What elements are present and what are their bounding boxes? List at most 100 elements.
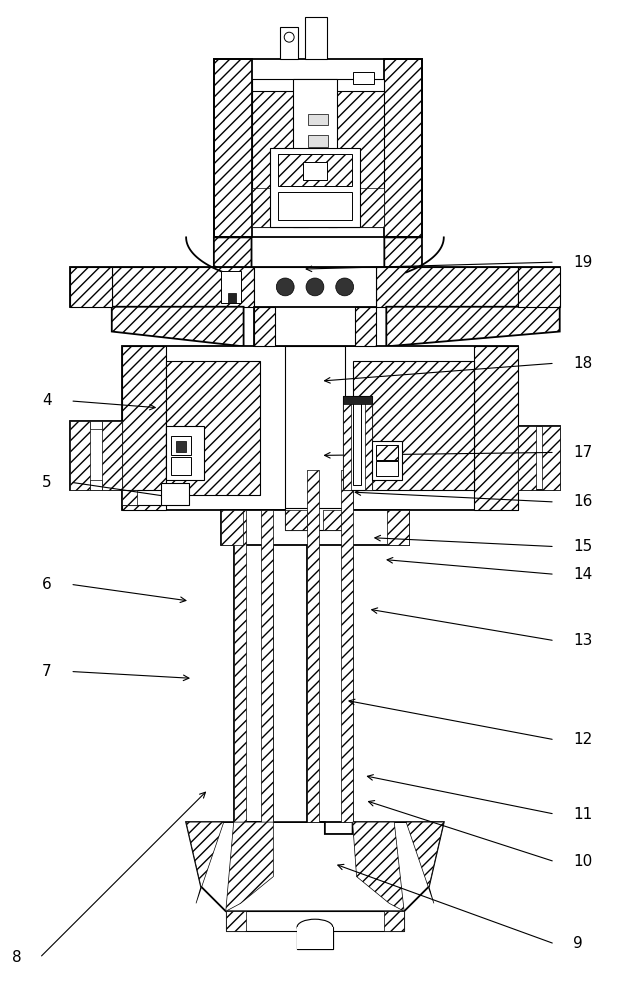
Text: 7: 7 <box>42 664 52 679</box>
Polygon shape <box>122 346 167 510</box>
Polygon shape <box>70 267 112 307</box>
Text: 6: 6 <box>42 577 52 592</box>
Polygon shape <box>122 490 137 505</box>
Polygon shape <box>353 822 404 911</box>
Bar <box>305 17 327 59</box>
Bar <box>228 293 236 303</box>
Polygon shape <box>323 510 345 530</box>
Text: 17: 17 <box>573 445 592 460</box>
Bar <box>122 490 167 505</box>
Bar <box>343 396 373 404</box>
Polygon shape <box>102 421 122 490</box>
Polygon shape <box>376 267 518 307</box>
Bar <box>297 927 333 949</box>
Polygon shape <box>214 59 251 237</box>
Text: 8: 8 <box>12 950 21 965</box>
Polygon shape <box>406 822 444 903</box>
Polygon shape <box>226 822 274 911</box>
Text: 11: 11 <box>573 807 592 822</box>
Text: 4: 4 <box>42 393 52 408</box>
Bar <box>285 508 345 530</box>
Polygon shape <box>387 510 409 545</box>
Circle shape <box>335 278 353 296</box>
Bar <box>226 911 404 931</box>
Polygon shape <box>112 267 254 307</box>
Bar <box>279 154 352 186</box>
Text: 5: 5 <box>42 475 52 490</box>
Polygon shape <box>518 426 536 490</box>
Bar <box>308 114 328 125</box>
Bar <box>308 179 328 191</box>
Polygon shape <box>254 307 275 346</box>
Bar <box>162 483 189 505</box>
Polygon shape <box>365 396 373 490</box>
Polygon shape <box>355 307 376 346</box>
Polygon shape <box>261 510 274 822</box>
Bar <box>293 79 337 227</box>
Text: 18: 18 <box>573 356 592 371</box>
Polygon shape <box>328 188 384 227</box>
Bar <box>251 79 384 91</box>
Polygon shape <box>384 59 422 237</box>
Polygon shape <box>366 237 422 284</box>
Polygon shape <box>167 361 261 495</box>
Polygon shape <box>221 510 243 545</box>
Polygon shape <box>70 307 244 346</box>
Bar <box>279 192 352 220</box>
Polygon shape <box>386 307 560 346</box>
Ellipse shape <box>297 919 333 935</box>
Text: 16: 16 <box>573 494 592 509</box>
Bar <box>376 445 398 460</box>
Bar <box>167 426 204 480</box>
Polygon shape <box>343 396 350 490</box>
Text: 14: 14 <box>573 567 592 582</box>
Polygon shape <box>340 470 353 822</box>
Bar <box>234 510 274 822</box>
Bar <box>308 135 328 147</box>
Text: 12: 12 <box>573 732 592 747</box>
Circle shape <box>306 278 324 296</box>
Bar <box>307 470 353 822</box>
Bar <box>297 927 333 949</box>
Text: 15: 15 <box>573 539 592 554</box>
Bar <box>176 441 186 452</box>
Bar <box>214 59 422 237</box>
Text: 13: 13 <box>573 633 592 648</box>
Bar <box>70 421 122 490</box>
Circle shape <box>276 278 294 296</box>
Bar <box>122 346 518 510</box>
Bar <box>353 396 360 485</box>
Polygon shape <box>234 510 246 822</box>
Polygon shape <box>70 421 90 490</box>
Bar <box>254 307 376 346</box>
Polygon shape <box>285 510 307 530</box>
Polygon shape <box>518 267 560 307</box>
Polygon shape <box>307 470 319 822</box>
Polygon shape <box>384 911 404 931</box>
Bar <box>518 426 560 490</box>
Polygon shape <box>474 346 518 510</box>
Bar <box>271 148 360 227</box>
Bar <box>70 267 560 307</box>
Bar <box>376 461 398 476</box>
Polygon shape <box>214 237 264 284</box>
Bar <box>171 457 191 475</box>
Bar <box>343 396 373 490</box>
Polygon shape <box>226 911 246 931</box>
Bar <box>221 271 241 303</box>
Bar <box>308 157 328 169</box>
Polygon shape <box>328 84 384 227</box>
Bar <box>308 201 328 213</box>
Circle shape <box>284 32 294 42</box>
Bar <box>221 510 409 545</box>
Bar <box>90 480 102 490</box>
Text: 9: 9 <box>573 936 583 951</box>
Bar <box>280 27 298 59</box>
Bar <box>285 346 345 510</box>
Polygon shape <box>251 188 308 227</box>
Polygon shape <box>186 822 444 911</box>
Bar <box>303 162 327 180</box>
Bar <box>353 72 374 84</box>
Polygon shape <box>353 361 474 490</box>
Bar <box>90 421 102 429</box>
